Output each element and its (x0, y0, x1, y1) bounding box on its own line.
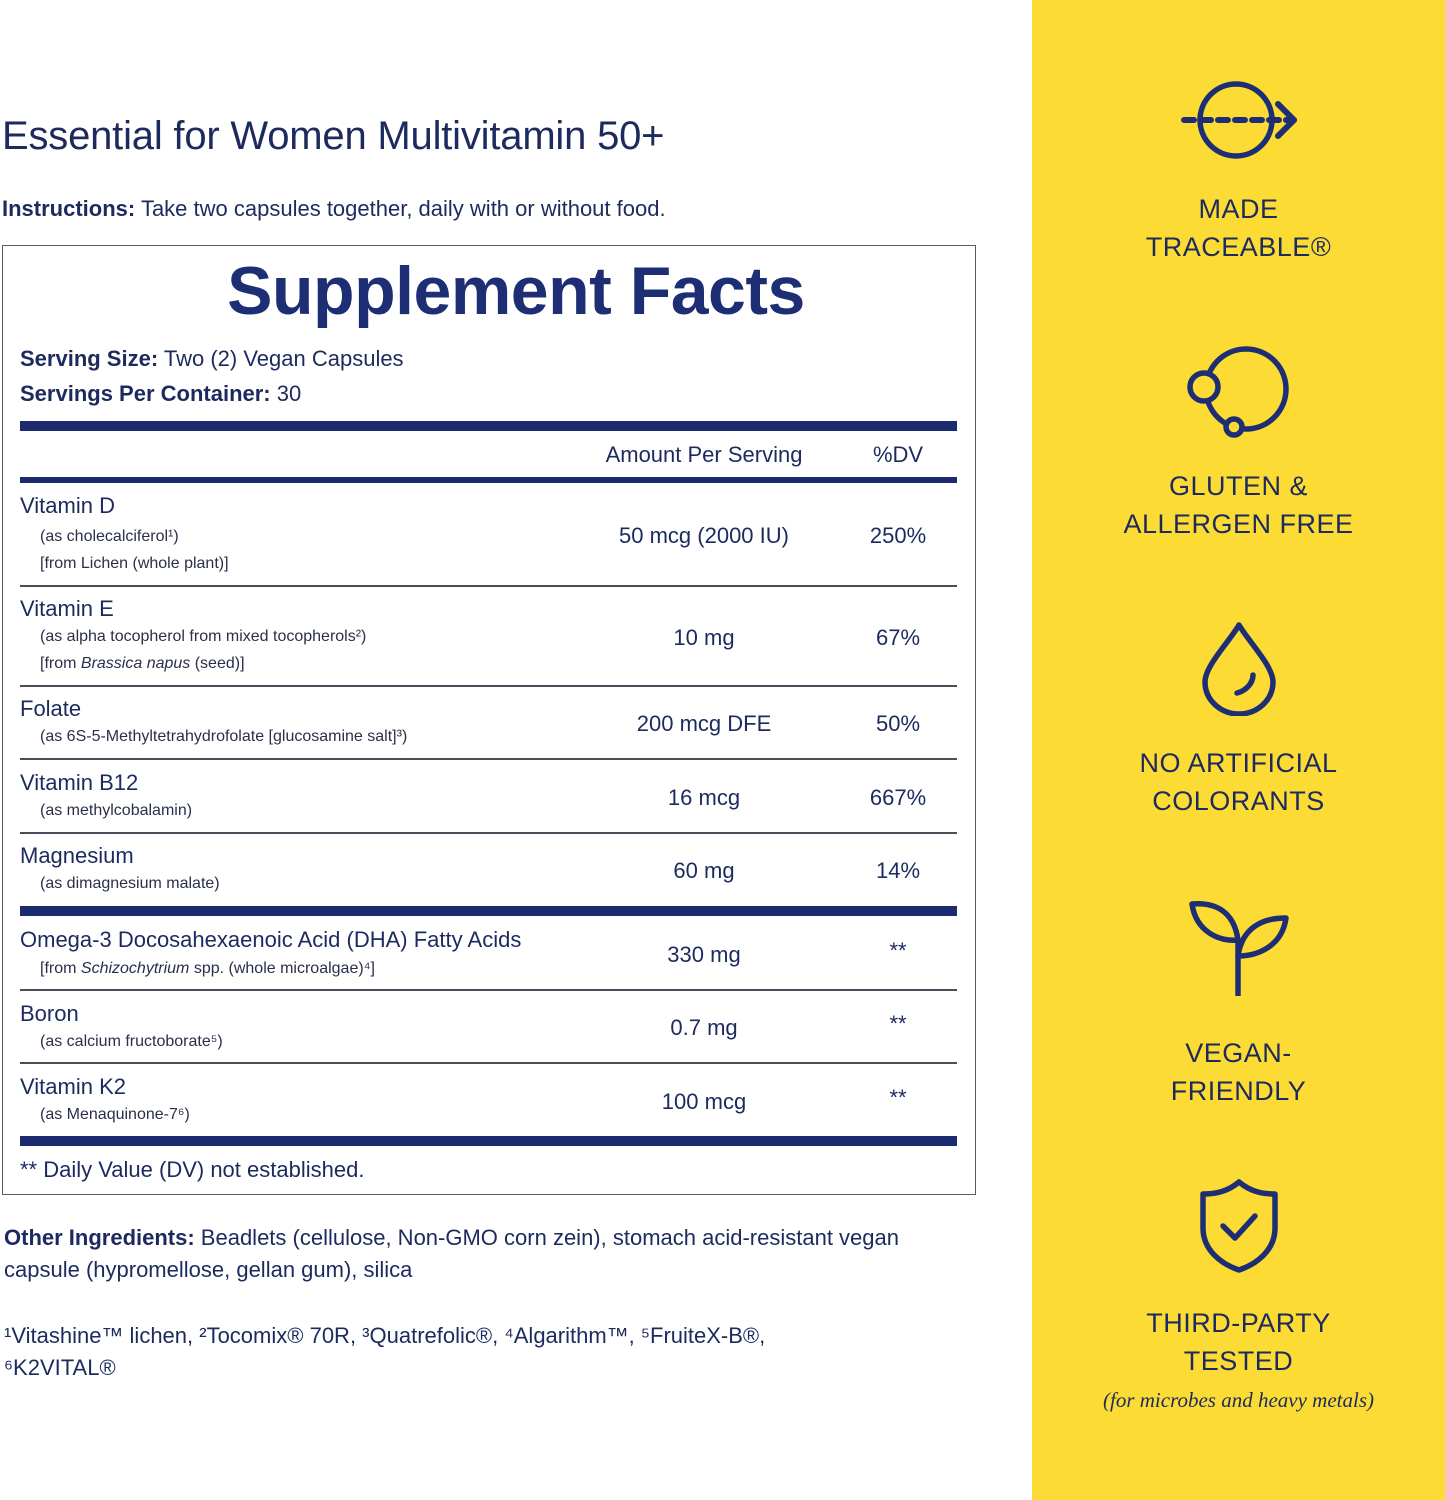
serving-size-value: Two (2) Vegan Capsules (158, 346, 404, 371)
source-text: spp. (whole microalgae)⁴] (189, 960, 375, 977)
nutrient-source: (as Menaquinone-7⁶) (40, 1106, 190, 1123)
source-species: Schizochytrium (80, 960, 190, 977)
nutrient-amount: 200 mcg DFE (636, 711, 772, 736)
badge-label: VEGAN- (1185, 1038, 1292, 1068)
nutrient-name: Folate (20, 696, 82, 721)
divider-header (20, 477, 957, 483)
nutrient-dv: ** (889, 1085, 907, 1110)
badge-vegan-friendly: VEGAN- FRIENDLY (1032, 900, 1445, 1110)
trademark-line: ¹Vitashine™ lichen, ²Tocomix® 70R, ³Quat… (4, 1323, 766, 1348)
trademark-footnotes: ¹Vitashine™ lichen, ²Tocomix® 70R, ³Quat… (4, 1320, 964, 1384)
nutrient-source: (as cholecalciferol¹) (40, 528, 179, 545)
nutrient-source: (as calcium fructoborate⁵) (40, 1033, 223, 1050)
divider-thin (20, 758, 957, 760)
badge-label: NO ARTIFICIAL (1139, 748, 1338, 778)
nutrient-amount: 60 mg (673, 858, 735, 883)
source-text: [from (40, 960, 81, 977)
nutrient-dv: ** (889, 1011, 907, 1036)
nutrient-amount: 16 mcg (667, 785, 741, 810)
serving-size-label: Serving Size: (20, 346, 159, 371)
servings-per-container: Servings Per Container: 30 (20, 381, 301, 407)
allergen-free-icon (1032, 345, 1445, 441)
badge-label: FRIENDLY (1170, 1076, 1307, 1106)
badge-note: (for microbes and heavy metals) (1103, 1388, 1374, 1412)
badge-gluten-allergen-free: GLUTEN & ALLERGEN FREE (1032, 345, 1445, 543)
serving-size: Serving Size: Two (2) Vegan Capsules (20, 346, 404, 372)
divider-thin (20, 685, 957, 687)
nutrient-dv: 50% (875, 711, 921, 736)
supplement-facts-title: Supplement Facts (227, 253, 805, 329)
source-text: (seed)] (190, 655, 245, 672)
nutrient-dv: 67% (875, 625, 921, 650)
nutrient-amount: 100 mcg (661, 1089, 747, 1114)
badge-no-artificial-colorants: NO ARTIFICIAL COLORANTS (1032, 620, 1445, 820)
source-text: [from (40, 655, 81, 672)
instructions-text: Take two capsules together, daily with o… (135, 196, 666, 221)
divider-thin (20, 1062, 957, 1064)
divider-thick (20, 421, 957, 431)
nutrient-dv: ** (889, 938, 907, 963)
other-ingredients: Other Ingredients: Beadlets (cellulose, … (4, 1222, 964, 1286)
nutrient-amount: 10 mg (673, 625, 735, 650)
nutrient-source: (as alpha tocopherol from mixed tocopher… (40, 628, 367, 645)
nutrient-source: [from Brassica napus (seed)] (40, 655, 245, 673)
shield-check-icon (1032, 1178, 1445, 1274)
nutrient-source: (as 6S-5-Methyltetrahydrofolate [glucosa… (40, 728, 408, 745)
nutrient-dv: 250% (869, 523, 927, 548)
instructions: Instructions: Take two capsules together… (2, 196, 666, 222)
badge-label: ALLERGEN FREE (1123, 509, 1354, 539)
divider-thick (20, 906, 957, 916)
nutrient-name: Vitamin K2 (20, 1074, 126, 1099)
product-title: Essential for Women Multivitamin 50+ (2, 114, 665, 158)
servings-per-container-label: Servings Per Container: (20, 381, 271, 406)
other-ingredients-label: Other Ingredients: (4, 1225, 195, 1250)
badge-label: COLORANTS (1152, 786, 1325, 816)
badge-made-traceable: MADE TRACEABLE® (1032, 78, 1445, 266)
nutrient-dv: 14% (875, 858, 921, 883)
divider-thin (20, 832, 957, 834)
nutrient-name: Boron (20, 1001, 79, 1026)
divider-thin (20, 585, 957, 587)
badge-label: TRACEABLE® (1145, 232, 1332, 262)
dv-footnote: ** Daily Value (DV) not established. (20, 1157, 365, 1182)
droplet-icon (1032, 620, 1445, 716)
column-header-dv: %DV (872, 442, 924, 467)
nutrient-name: Vitamin E (20, 596, 114, 621)
nutrient-name: Vitamin D (20, 493, 115, 518)
badge-label: THIRD-PARTY (1146, 1308, 1331, 1338)
column-header-amount: Amount Per Serving (605, 442, 803, 467)
nutrient-amount: 50 mcg (2000 IU) (619, 523, 789, 548)
servings-per-container-value: 30 (270, 381, 302, 406)
nutrient-name: Magnesium (20, 843, 134, 868)
nutrient-dv: 667% (869, 785, 927, 810)
source-species: Brassica napus (80, 655, 191, 672)
nutrient-amount: 330 mg (667, 942, 741, 967)
divider-thick (20, 1136, 957, 1146)
nutrient-source: [from Lichen (whole plant)] (40, 555, 229, 572)
supplement-label-panel: Essential for Women Multivitamin 50+ Ins… (2, 114, 976, 1384)
supplement-facts-box (2, 245, 976, 1195)
nutrient-source: (as dimagnesium malate) (40, 875, 220, 892)
traceable-arrow-icon (1032, 78, 1445, 162)
badge-third-party-tested: THIRD-PARTY TESTED (for microbes and hea… (1032, 1178, 1445, 1413)
trademark-line: ⁶K2VITAL® (4, 1355, 116, 1380)
badge-label: TESTED (1183, 1346, 1294, 1376)
badge-label: GLUTEN & (1168, 471, 1309, 501)
nutrient-amount: 0.7 mg (670, 1015, 738, 1040)
sprout-icon (1032, 900, 1445, 1000)
features-panel: MADE TRACEABLE® GLUTEN & ALLERGEN FREE N… (1032, 0, 1445, 1500)
other-ingredients-text: Beadlets (cellulose, Non-GMO corn zein),… (4, 1225, 899, 1282)
nutrient-source: [from Schizochytrium spp. (whole microal… (40, 960, 375, 978)
nutrient-name: Vitamin B12 (20, 770, 139, 795)
badge-label: MADE (1198, 194, 1279, 224)
divider-thin (20, 989, 957, 991)
nutrient-name: Omega-3 Docosahexaenoic Acid (DHA) Fatty… (20, 927, 522, 952)
nutrient-source: (as methylcobalamin) (40, 802, 193, 819)
instructions-label: Instructions: (2, 196, 136, 221)
